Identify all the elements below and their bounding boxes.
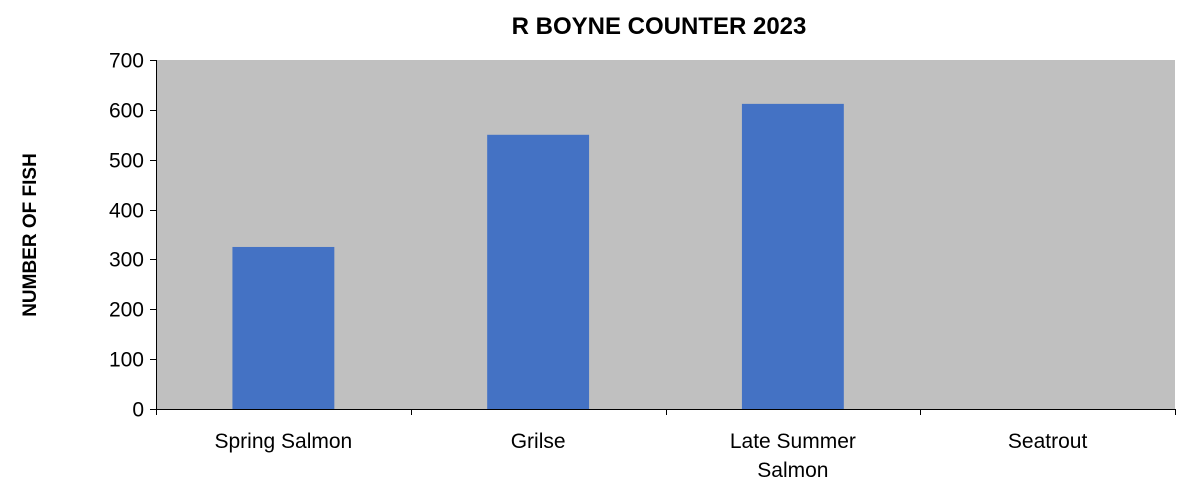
x-tick-label: Late Summer Salmon [730, 430, 856, 482]
y-tick-label: 100 [109, 349, 144, 372]
bars-group [232, 103, 844, 410]
x-tick-label: Seatrout [1008, 430, 1088, 453]
axes-group [150, 60, 1176, 415]
bar-grilse [487, 134, 590, 410]
y-axis-label: NUMBER OF FISH [20, 153, 41, 317]
y-tick-label: 200 [109, 299, 144, 322]
chart-title: R BOYNE COUNTER 2023 [512, 13, 807, 40]
y-tick-label: 700 [109, 50, 144, 73]
x-tick-labels: Spring Salmon Grilse Late Summer Salmon Seat… [215, 430, 1088, 482]
bar-late-summer-salmon [741, 103, 844, 410]
y-tick-label: 600 [109, 100, 144, 123]
y-tick-label: 400 [109, 200, 144, 223]
y-tick-labels: 0 100 200 300 400 500 600 700 [109, 50, 144, 422]
y-tick-label: 300 [109, 249, 144, 272]
y-tick-label: 0 [132, 399, 144, 422]
x-tick-label: Spring Salmon [215, 430, 353, 453]
x-tick-label: Grilse [511, 430, 566, 453]
y-tick-label: 500 [109, 150, 144, 173]
bar-spring-salmon [232, 246, 335, 409]
